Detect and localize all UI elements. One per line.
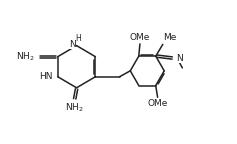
Text: NH$_2$: NH$_2$: [65, 101, 84, 114]
Text: OMe: OMe: [147, 99, 168, 108]
Text: N: N: [176, 54, 183, 62]
Text: Me: Me: [164, 33, 177, 42]
Text: HN: HN: [39, 72, 53, 81]
Text: NH$_2$: NH$_2$: [17, 50, 35, 63]
Text: H: H: [76, 34, 81, 42]
Text: N: N: [69, 40, 75, 49]
Text: OMe: OMe: [130, 33, 150, 42]
